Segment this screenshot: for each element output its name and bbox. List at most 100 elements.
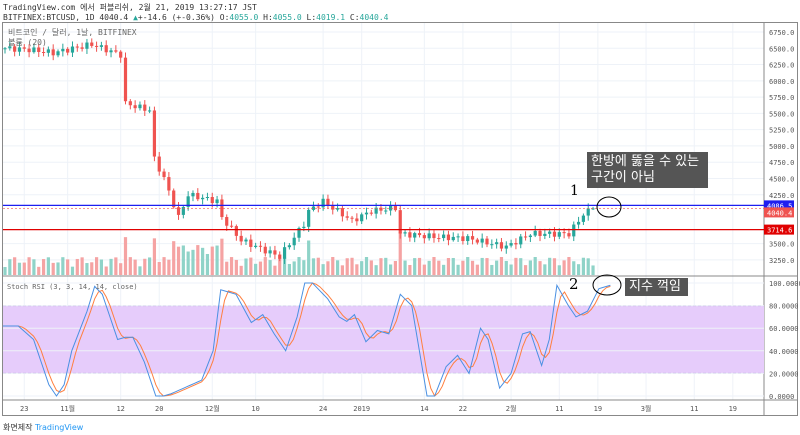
volume-bar xyxy=(355,264,359,275)
candle-body xyxy=(287,245,291,248)
volume-bar xyxy=(437,260,441,275)
candle-body xyxy=(321,198,325,208)
volume-bar xyxy=(143,258,147,275)
candle-body xyxy=(162,171,166,178)
price-tick-label: 4750.0 xyxy=(769,159,794,167)
candle-body xyxy=(379,207,383,211)
volume-bar xyxy=(581,257,585,275)
volume-bar xyxy=(490,264,494,275)
candle-body xyxy=(268,250,272,254)
date-label: 12월 xyxy=(205,404,220,413)
volume-bar xyxy=(114,257,118,275)
annotation-box-resistance: 한방에 뚫을 수 있는 구간이 아님 xyxy=(587,152,708,188)
candle-body xyxy=(191,192,195,197)
volume-bar xyxy=(37,266,41,275)
candle-body xyxy=(591,208,595,210)
candle-body xyxy=(239,235,243,242)
handdrawn-circle-1 xyxy=(596,196,622,218)
volume-bar xyxy=(104,266,108,275)
price-tick-label: 5750.0 xyxy=(769,94,794,102)
volume-bar xyxy=(80,257,84,275)
volume-label: 볼륨 (20) xyxy=(8,38,47,47)
date-label: 23 xyxy=(20,405,28,413)
tradingview-logo[interactable]: TradingView xyxy=(35,423,84,432)
candle-body xyxy=(128,101,132,106)
volume-bar xyxy=(239,265,243,275)
candle-body xyxy=(538,230,542,236)
candle-body xyxy=(499,242,504,249)
candle-body xyxy=(490,244,494,246)
volume-bar xyxy=(514,257,518,275)
volume-bar xyxy=(273,265,277,275)
volume-bar xyxy=(215,245,219,275)
volume-bar xyxy=(138,266,142,275)
c-label: C: xyxy=(349,13,360,22)
candle-body xyxy=(470,236,475,240)
volume-bar xyxy=(186,251,190,275)
volume-bar xyxy=(417,257,422,275)
candle-body xyxy=(80,47,84,49)
candle-body xyxy=(528,235,532,238)
volume-bar xyxy=(51,262,55,275)
candle-body xyxy=(302,226,306,228)
candle-body xyxy=(138,104,142,109)
candle-body xyxy=(495,242,499,245)
handwritten-mark-1: 1 xyxy=(570,183,579,199)
candle-body xyxy=(552,231,557,237)
price-level-badge xyxy=(764,200,794,211)
volume-bar xyxy=(470,260,475,275)
volume-bar xyxy=(133,259,137,275)
volume-bar xyxy=(205,253,210,275)
candle-body xyxy=(157,156,161,172)
candle-body xyxy=(557,232,561,237)
rsi-tick-label: 20.0000 xyxy=(769,370,799,378)
volume-bar xyxy=(128,257,132,275)
candle-body xyxy=(311,206,316,210)
candle-body xyxy=(3,48,7,50)
date-label: 22 xyxy=(459,405,467,413)
close-value: 4040.4 xyxy=(359,13,389,22)
publish-info: TradingView.com 에서 퍼블리쉬, 2월 21, 2019 13:… xyxy=(3,3,257,12)
stoch-rsi-d-line xyxy=(3,282,611,397)
volume-bar xyxy=(451,257,455,275)
volume-bar xyxy=(461,260,465,275)
volume-bar xyxy=(8,259,12,275)
candle-body xyxy=(451,236,455,241)
volume-bar xyxy=(41,259,46,275)
volume-bar xyxy=(297,257,301,275)
candle-body xyxy=(22,47,26,49)
price-tick-label: 6500.0 xyxy=(769,45,794,53)
candle-body xyxy=(437,238,441,240)
candle-body xyxy=(355,218,359,222)
candle-body xyxy=(114,50,118,52)
volume-bar xyxy=(413,258,417,275)
volume-bar xyxy=(32,259,36,275)
candle-body xyxy=(46,49,50,53)
candle-body xyxy=(215,199,219,204)
chart-frame[interactable] xyxy=(2,22,798,416)
volume-bar xyxy=(167,259,171,275)
date-label: 11월 xyxy=(60,404,75,413)
volume-bar xyxy=(3,267,7,275)
rsi-tick-label: 100.0000 xyxy=(769,280,800,288)
h-label: H: xyxy=(263,13,273,22)
volume-bar xyxy=(548,257,552,275)
volume-bar xyxy=(523,265,528,275)
volume-bar xyxy=(446,258,451,275)
candle-body xyxy=(297,227,301,238)
volume-bar xyxy=(13,257,17,275)
candle-body xyxy=(17,47,22,52)
stoch-rsi-k-line xyxy=(3,282,611,397)
candle-body xyxy=(326,198,330,205)
volume-bar xyxy=(552,258,557,275)
price-tick-label: 5250.0 xyxy=(769,127,794,135)
volume-bar xyxy=(196,245,200,275)
volume-bar xyxy=(360,261,364,275)
candle-body xyxy=(85,42,89,49)
candle-body xyxy=(119,51,123,58)
candle-body xyxy=(485,238,489,245)
date-label: 24 xyxy=(319,405,327,413)
volume-bar xyxy=(504,260,508,275)
volume-bar xyxy=(519,258,523,275)
